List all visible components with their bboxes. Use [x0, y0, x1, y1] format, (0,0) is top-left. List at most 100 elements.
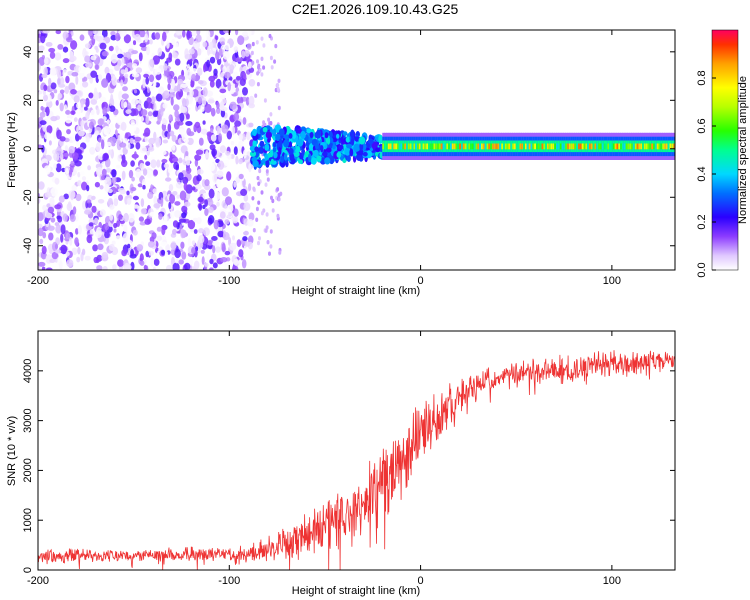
spectrogram-cell: [182, 30, 186, 38]
spectrogram-cell: [220, 41, 225, 46]
spectrogram-cell: [356, 153, 362, 161]
spectrogram-cell: [162, 139, 169, 144]
spectrogram-cell: [120, 69, 127, 75]
spectrogram-cell: [138, 216, 144, 222]
spectrogram-cell: [647, 143, 650, 150]
spectrogram-ytick-label: 20: [22, 94, 34, 106]
spectrogram-cell: [254, 93, 258, 98]
spectrogram-cell: [202, 41, 208, 48]
spectrogram-cell: [84, 255, 91, 261]
spectrogram-cell: [634, 143, 638, 150]
spectrogram-cell: [662, 143, 665, 150]
spectrogram-cell: [121, 170, 126, 181]
spectrogram-cell: [104, 66, 110, 75]
spectrogram-cell: [563, 143, 566, 150]
spectrogram-cell: [57, 215, 63, 223]
spectrogram-cell: [224, 219, 230, 225]
spectrogram-cell: [276, 213, 280, 219]
spectrogram-cell: [205, 151, 209, 159]
spectrogram-cell: [60, 233, 64, 243]
spectrogram-cell: [139, 267, 145, 270]
spectrogram-cell: [122, 86, 128, 92]
spectrogram-cell: [84, 209, 91, 215]
spectrogram-cell: [89, 146, 96, 155]
spectrogram-cell: [169, 151, 173, 159]
spectrogram-cell: [510, 143, 513, 150]
spectrogram-cell: [193, 124, 197, 133]
spectrogram-cell: [91, 195, 96, 200]
spectrogram-cell: [152, 55, 160, 65]
spectrogram-cell: [155, 93, 163, 102]
spectrogram-cell: [252, 228, 256, 233]
spectrogram-cell: [589, 143, 592, 150]
spectrogram-cell: [212, 245, 216, 254]
spectrogram-cell: [87, 30, 93, 37]
spectrogram-ytick-label: -40: [22, 238, 34, 254]
spectrogram-cell: [244, 241, 251, 247]
spectrogram-cell: [365, 150, 373, 159]
spectrogram-cell: [62, 46, 69, 53]
spectrogram-cell: [223, 30, 229, 34]
spectrogram-cell: [99, 42, 107, 50]
spectrogram-cell: [225, 196, 232, 206]
spectrogram-cell: [493, 143, 497, 150]
spectrogram-cell: [82, 77, 86, 83]
spectrogram-cell: [636, 143, 639, 150]
spectrogram-cell: [77, 90, 81, 95]
spectrogram-cell: [283, 139, 290, 148]
spectrogram-cell: [38, 144, 43, 150]
spectrogram-cell: [295, 148, 301, 153]
spectrogram-cell: [119, 132, 125, 142]
spectrogram-cell: [315, 142, 319, 150]
spectrogram-cell: [191, 73, 196, 82]
spectrogram-cell: [137, 183, 143, 188]
spectrogram-cell: [234, 120, 242, 127]
spectrogram-cell: [202, 120, 206, 125]
spectrogram-cell: [167, 132, 170, 140]
spectrogram-cell: [262, 43, 266, 48]
spectrogram-cell: [266, 177, 270, 182]
spectrogram-cell: [98, 137, 102, 143]
spectrogram-cell: [54, 243, 59, 250]
spectrogram-cell: [54, 177, 60, 185]
spectrogram-cell: [264, 154, 269, 161]
spectrogram-cell: [238, 133, 243, 141]
spectrogram-cell: [382, 143, 385, 150]
snr-xtick-label: -100: [218, 575, 240, 587]
spectrogram-cell: [187, 97, 193, 105]
spectrogram-cell: [69, 236, 73, 246]
spectrogram-cell: [108, 45, 114, 52]
spectrogram-cell: [269, 229, 273, 234]
spectrogram-cell: [257, 65, 260, 70]
spectrogram-cell: [217, 230, 224, 238]
spectrogram-cell: [536, 143, 539, 150]
spectrogram-cell: [213, 68, 218, 77]
spectrogram-cell: [188, 48, 195, 55]
spectrogram-cell: [141, 93, 146, 103]
spectrogram-cell: [450, 143, 453, 150]
spectrogram-cell: [567, 143, 570, 150]
spectrogram-cell: [221, 187, 229, 197]
spectrogram-cell: [175, 30, 182, 36]
spectrogram-cell: [153, 195, 158, 206]
spectrogram-cell: [233, 112, 240, 122]
snr-xtick-label: -200: [27, 575, 49, 587]
spectrogram-cell: [188, 36, 194, 46]
spectrogram-cell: [146, 102, 153, 109]
spectrogram-cell: [473, 143, 477, 150]
spectrogram-cell: [59, 89, 65, 94]
spectrogram-cell: [420, 143, 424, 150]
spectrogram-cell: [257, 146, 265, 154]
spectrogram-cell: [131, 50, 139, 55]
spectrogram-cell: [85, 111, 90, 120]
spectrogram-cell: [224, 250, 231, 256]
spectrogram-cell: [455, 143, 458, 150]
spectrogram-cell: [594, 143, 597, 150]
spectrogram-cell: [322, 151, 328, 157]
spectrogram-cell: [96, 107, 100, 116]
spectrogram-cell: [41, 245, 47, 255]
spectrogram-cell: [168, 201, 172, 210]
spectrogram-cell: [256, 175, 260, 181]
spectrogram-cell: [277, 193, 281, 198]
spectrogram-cell: [75, 193, 82, 202]
